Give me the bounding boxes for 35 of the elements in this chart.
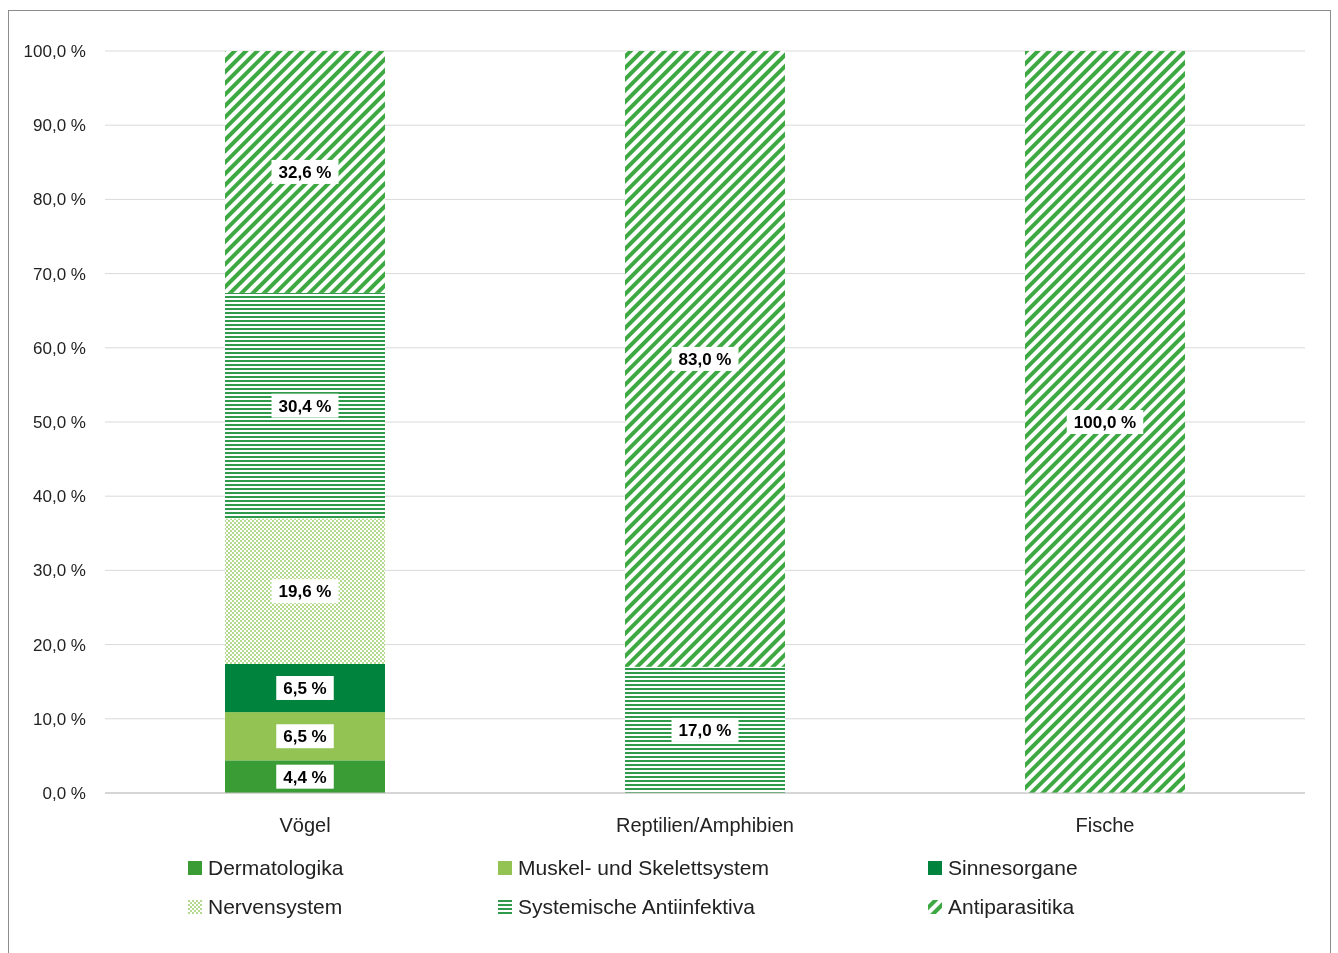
legend-label: Sinnesorgane xyxy=(948,856,1078,879)
data-label: 30,4 % xyxy=(278,396,332,416)
y-tick-label: 20,0 % xyxy=(33,635,86,655)
legend-label: Systemische Antiinfektiva xyxy=(518,895,756,918)
data-label: 17,0 % xyxy=(678,720,732,740)
y-tick-label: 50,0 % xyxy=(33,413,86,432)
x-tick-label: Vögel xyxy=(279,814,331,836)
bar xyxy=(625,666,785,793)
bar xyxy=(225,518,385,664)
data-label: 32,6 % xyxy=(278,162,332,182)
data-label: 6,5 % xyxy=(283,679,327,699)
y-tick-label: 90,0 % xyxy=(33,116,86,136)
data-label: 19,6 % xyxy=(278,582,332,602)
y-tick-label: 0,0 % xyxy=(42,784,86,803)
data-label: 83,0 % xyxy=(678,349,732,369)
y-tick-label: 30,0 % xyxy=(33,561,86,581)
y-tick-label: 60,0 % xyxy=(33,338,86,358)
data-label: 100,0 % xyxy=(1073,413,1137,432)
bar xyxy=(625,51,785,667)
data-label: 6,5 % xyxy=(283,727,327,747)
y-tick-label: 10,0 % xyxy=(33,709,86,729)
y-tick-label: 40,0 % xyxy=(33,487,86,507)
bar xyxy=(225,51,385,293)
bar xyxy=(1025,51,1185,793)
y-tick-label: 70,0 % xyxy=(33,264,86,284)
data-label: 4,4 % xyxy=(283,767,327,787)
legend-label: Antiparasitika xyxy=(948,895,1075,918)
bar xyxy=(225,292,385,519)
legend-label: Muskel- und Skelettsystem xyxy=(518,856,769,879)
y-tick-label: 100,0 % xyxy=(23,42,86,61)
legend-label: Dermatologika xyxy=(208,856,344,879)
legend-label: Nervensystem xyxy=(208,895,343,918)
x-tick-label: Reptilien/Amphibien xyxy=(616,814,794,836)
y-tick-label: 80,0 % xyxy=(33,190,86,210)
x-tick-label: Fische xyxy=(1075,814,1135,836)
